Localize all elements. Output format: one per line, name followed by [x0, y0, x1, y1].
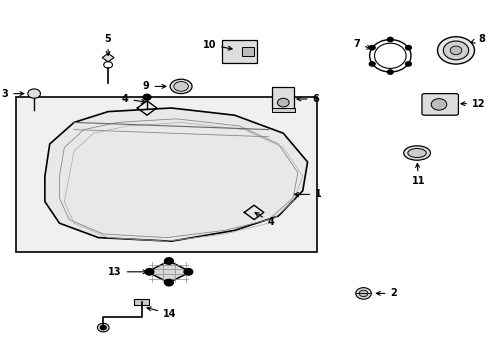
Polygon shape — [147, 261, 190, 283]
Text: 6: 6 — [296, 94, 319, 104]
Polygon shape — [102, 53, 114, 62]
Circle shape — [368, 62, 374, 66]
Circle shape — [368, 45, 374, 50]
Circle shape — [437, 37, 473, 64]
FancyBboxPatch shape — [271, 87, 294, 109]
Circle shape — [386, 37, 392, 42]
Bar — [271, 108, 294, 112]
Ellipse shape — [170, 79, 192, 94]
Circle shape — [443, 41, 468, 60]
Circle shape — [430, 99, 446, 110]
Circle shape — [405, 62, 410, 66]
Circle shape — [100, 325, 106, 330]
Circle shape — [143, 94, 151, 100]
Polygon shape — [45, 108, 307, 241]
Text: 12: 12 — [460, 99, 485, 109]
Text: 9: 9 — [142, 81, 165, 91]
Circle shape — [164, 279, 173, 286]
FancyBboxPatch shape — [222, 40, 256, 63]
Text: 8: 8 — [470, 34, 484, 44]
Ellipse shape — [407, 149, 426, 158]
Text: 11: 11 — [411, 163, 425, 186]
Text: 10: 10 — [202, 40, 232, 50]
Circle shape — [183, 269, 192, 275]
Circle shape — [103, 62, 112, 68]
Circle shape — [164, 258, 173, 264]
Circle shape — [449, 46, 461, 55]
Circle shape — [355, 288, 370, 299]
Text: 7: 7 — [353, 39, 370, 49]
Text: 5: 5 — [104, 34, 111, 55]
Ellipse shape — [403, 146, 429, 160]
Text: 3: 3 — [1, 89, 24, 99]
Text: 2: 2 — [376, 288, 396, 298]
Text: 4: 4 — [122, 94, 145, 104]
Circle shape — [97, 323, 109, 332]
Circle shape — [405, 45, 410, 50]
Circle shape — [277, 98, 288, 107]
FancyBboxPatch shape — [242, 47, 254, 56]
Text: 13: 13 — [108, 267, 146, 277]
FancyBboxPatch shape — [16, 97, 317, 252]
Circle shape — [145, 269, 154, 275]
Text: 14: 14 — [147, 307, 176, 319]
Circle shape — [386, 70, 392, 74]
Text: 4: 4 — [255, 213, 274, 227]
Circle shape — [28, 89, 41, 98]
Circle shape — [359, 290, 367, 297]
Ellipse shape — [173, 82, 188, 91]
Text: 1: 1 — [294, 189, 321, 199]
FancyBboxPatch shape — [421, 94, 457, 115]
FancyBboxPatch shape — [134, 299, 149, 305]
